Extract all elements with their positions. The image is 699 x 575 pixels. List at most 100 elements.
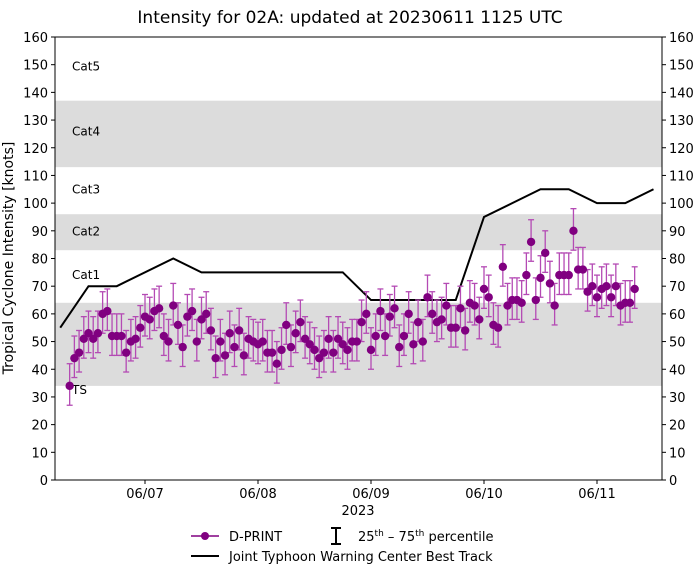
dprint-point [197,315,206,324]
y-tick-label: 120 [23,142,48,157]
dprint-point [211,353,220,363]
y-tick-label: 60 [31,308,48,323]
y-tick-label-right: 60 [669,308,686,323]
x-tick-label: 06/08 [239,487,276,502]
y-tick-label: 160 [23,31,48,46]
dprint-point [550,301,559,310]
legend-percentile-label: 25th – 75th percentile [358,529,493,545]
y-tick-label: 10 [31,446,48,461]
y-tick-label-right: 140 [669,86,694,101]
dprint-point [531,295,540,305]
dprint-point [385,312,395,321]
dprint-point [413,317,423,327]
chart-title: Intensity for 02A: updated at 20230611 1… [137,8,562,28]
y-tick-label-right: 110 [669,169,694,184]
dprint-point [258,337,267,346]
y-tick-label-right: 0 [669,474,677,489]
dprint-point [423,293,432,302]
dprint-point [89,334,98,343]
dprint-point [602,281,611,291]
y-tick-label: 20 [31,419,48,434]
dprint-point [305,340,314,349]
dprint-point [470,301,479,310]
y-tick-label: 130 [23,114,48,129]
dprint-point [498,262,508,272]
y-tick-label: 140 [23,86,48,101]
dprint-point [475,315,484,324]
dprint-point [315,353,324,363]
dprint-point [272,359,282,368]
category-label: Cat5 [72,60,100,74]
y-tick-label-right: 120 [669,142,694,157]
y-axis-label: Tropical Cyclone Intensity [knots] [1,142,17,376]
y-tick-label: 110 [23,169,48,184]
y-tick-label: 50 [31,336,48,351]
dprint-point [343,345,352,355]
dprint-point [93,329,103,338]
dprint-point [522,270,531,280]
dprint-point [84,329,93,338]
dprint-point [437,315,446,324]
y-tick-label-right: 70 [669,280,686,295]
dprint-point [267,348,277,357]
dprint-point [310,345,319,355]
y-tick-label-right: 150 [669,59,694,74]
dprint-point [145,315,154,324]
category-label: Cat1 [72,268,100,282]
dprint-point [569,226,578,236]
legend-dprint-marker [201,532,209,540]
dprint-point [456,304,465,313]
dprint-point [277,345,286,355]
dprint-point [503,301,512,310]
dprint-point [399,331,409,341]
dprint-point [131,334,140,343]
dprint-point [220,351,230,360]
category-label: Cat3 [72,182,100,196]
dprint-point [479,284,489,294]
dprint-point [517,298,526,307]
dprint-point [395,342,404,352]
dprint-point [239,351,249,360]
best-track-line [59,188,654,329]
dprint-point [70,353,79,363]
dprint-point [187,306,197,316]
y-tick-label-right: 20 [669,419,686,434]
dprint-point [296,317,305,327]
dprint-point [362,309,371,319]
legend-dprint-label: D-PRINT [229,530,282,545]
dprint-point [324,334,333,343]
dprint-point [606,293,616,302]
dprint-point [282,320,291,330]
dprint-point [460,326,470,335]
dprint-point [541,248,550,258]
dprint-point [329,348,338,357]
dprint-point [418,337,427,346]
category-label: Cat2 [72,224,100,238]
x-axis-label: 2023 [341,504,374,519]
y-tick-label: 30 [31,391,48,406]
category-label: TS [71,383,87,397]
y-tick-label: 150 [23,59,48,74]
y-tick-label-right: 10 [669,446,686,461]
dprint-point [451,323,460,332]
dprint-point [117,331,126,341]
dprint-point [164,337,173,346]
category-label: Cat4 [72,125,100,139]
dprint-point [206,326,216,335]
dprint-point [338,340,347,349]
dprint-point [291,329,300,338]
x-tick-label: 06/10 [465,487,502,502]
dprint-point [526,237,536,247]
dprint-point [357,317,366,327]
dprint-point [564,270,573,280]
dprint-point [178,342,187,352]
y-tick-label-right: 90 [669,225,686,240]
y-tick-label-right: 50 [669,336,686,351]
y-tick-label-right: 30 [669,391,686,406]
dprint-point [216,337,225,346]
dprint-point [592,293,602,302]
y-tick-label-right: 40 [669,363,686,378]
y-tick-label: 100 [23,197,48,212]
dprint-point [103,306,112,316]
